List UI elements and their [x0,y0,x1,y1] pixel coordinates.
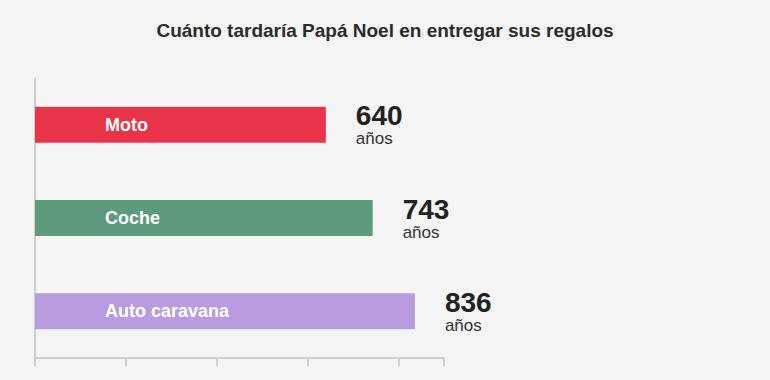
svg-text:Auto caravana: Auto caravana [105,301,230,321]
svg-text:años: años [356,129,393,148]
svg-text:743: 743 [403,194,450,225]
svg-text:640: 640 [356,100,403,131]
svg-text:años: años [445,316,482,335]
svg-text:años: años [403,223,440,242]
svg-text:Moto: Moto [105,115,148,135]
svg-text:836: 836 [445,287,492,318]
svg-text:Cuánto tardaría Papá Noel en e: Cuánto tardaría Papá Noel en entregar su… [156,20,613,41]
svg-text:Coche: Coche [105,208,160,228]
